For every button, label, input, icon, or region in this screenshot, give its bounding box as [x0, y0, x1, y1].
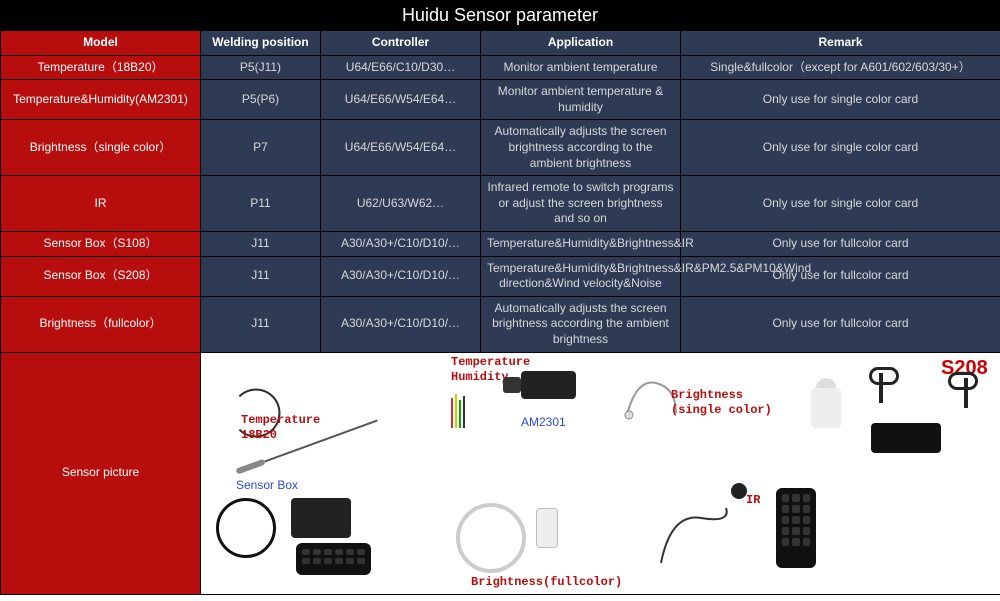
- cell-ctrl: U64/E66/C10/D30…: [321, 55, 481, 80]
- cell-ctrl: U62/U63/W62…: [321, 176, 481, 232]
- picture-wrap: Temperature 18B20 Temperature Humidity A…: [201, 353, 1000, 594]
- cell-app: Temperature&Humidity&Brightness&IR&PM2.5…: [481, 256, 681, 296]
- lbl-am2301: AM2301: [521, 415, 566, 431]
- pic-sensorbox-unit: [291, 498, 351, 538]
- cell-model: Brightness（fullcolor）: [1, 296, 201, 352]
- pic-weather: [811, 388, 841, 428]
- table-row: Temperature（18B20）P5(J11)U64/E66/C10/D30…: [1, 55, 1000, 80]
- cell-weld: J11: [201, 296, 321, 352]
- picture-row-label: Sensor picture: [1, 352, 201, 594]
- cell-app: Monitor ambient temperature: [481, 55, 681, 80]
- lbl-bright-full: Brightness(fullcolor): [471, 575, 622, 591]
- page-title: Huidu Sensor parameter: [0, 0, 1000, 30]
- cell-model: Sensor Box（S108）: [1, 231, 201, 256]
- pic-ir-cable: [651, 503, 741, 579]
- pic-windvane: [861, 373, 901, 413]
- table-row: Temperature&Humidity(AM2301)P5(P6)U64/E6…: [1, 80, 1000, 120]
- pic-bright-full: [456, 503, 526, 573]
- cell-model: Brightness（single color）: [1, 120, 201, 176]
- cell-ctrl: U64/E66/W54/E64…: [321, 120, 481, 176]
- cell-remark: Only use for fullcolor card: [681, 296, 1000, 352]
- col-model: Model: [1, 31, 201, 56]
- cell-model: IR: [1, 176, 201, 232]
- header-row: Model Welding position Controller Applic…: [1, 31, 1000, 56]
- lbl-temp18b20: Temperature 18B20: [241, 413, 320, 444]
- pic-hub: [871, 423, 941, 453]
- pic-am2301-module: [521, 371, 576, 399]
- cell-weld: P5(J11): [201, 55, 321, 80]
- cell-app: Temperature&Humidity&Brightness&IR: [481, 231, 681, 256]
- cell-weld: P7: [201, 120, 321, 176]
- cell-weld: J11: [201, 231, 321, 256]
- col-weld: Welding position: [201, 31, 321, 56]
- sensor-table: Model Welding position Controller Applic…: [0, 30, 1000, 595]
- table-row: IRP11U62/U63/W62…Infrared remote to swit…: [1, 176, 1000, 232]
- pic-am2301: [451, 388, 511, 428]
- cell-model: Sensor Box（S208）: [1, 256, 201, 296]
- table-body: Temperature（18B20）P5(J11)U64/E66/C10/D30…: [1, 55, 1000, 352]
- table-row: Brightness（single color）P7U64/E66/W54/E6…: [1, 120, 1000, 176]
- cell-weld: P11: [201, 176, 321, 232]
- table-row: Brightness（fullcolor）J11A30/A30+/C10/D10…: [1, 296, 1000, 352]
- pic-sensorbox-remote: [296, 543, 371, 575]
- picture-cell: Temperature 18B20 Temperature Humidity A…: [201, 352, 1000, 594]
- cell-remark: Only use for fullcolor card: [681, 231, 1000, 256]
- cell-ctrl: A30/A30+/C10/D10/…: [321, 231, 481, 256]
- table-row: Sensor Box（S208）J11A30/A30+/C10/D10/…Tem…: [1, 256, 1000, 296]
- cell-weld: J11: [201, 256, 321, 296]
- cell-app: Infrared remote to switch programs or ad…: [481, 176, 681, 232]
- cell-remark: Single&fullcolor（except for A601/602/603…: [681, 55, 1000, 80]
- col-remark: Remark: [681, 31, 1000, 56]
- pic-bright-full-head: [536, 508, 558, 548]
- pic-sensorbox: [216, 498, 276, 558]
- cell-weld: P5(P6): [201, 80, 321, 120]
- cell-remark: Only use for single color card: [681, 80, 1000, 120]
- pic-ir-remote: [776, 488, 816, 568]
- picture-row: Sensor picture Temperature 18B20 Tempera…: [1, 352, 1000, 594]
- cell-model: Temperature&Humidity(AM2301): [1, 80, 201, 120]
- cell-ctrl: A30/A30+/C10/D10/…: [321, 296, 481, 352]
- pic-ir-eye: [731, 483, 747, 499]
- table-row: Sensor Box（S108）J11A30/A30+/C10/D10/…Tem…: [1, 231, 1000, 256]
- cell-ctrl: U64/E66/W54/E64…: [321, 80, 481, 120]
- col-ctrl: Controller: [321, 31, 481, 56]
- cell-remark: Only use for single color card: [681, 120, 1000, 176]
- cell-model: Temperature（18B20）: [1, 55, 201, 80]
- cell-app: Automatically adjusts the screen brightn…: [481, 120, 681, 176]
- cell-app: Monitor ambient temperature & humidity: [481, 80, 681, 120]
- lbl-sensorbox: Sensor Box: [236, 478, 298, 494]
- cell-ctrl: A30/A30+/C10/D10/…: [321, 256, 481, 296]
- lbl-ir: IR: [746, 493, 760, 509]
- cell-app: Automatically adjusts the screen brightn…: [481, 296, 681, 352]
- col-app: Application: [481, 31, 681, 56]
- cell-remark: Only use for single color card: [681, 176, 1000, 232]
- lbl-bright-single: Brightness (single color): [671, 388, 772, 419]
- pic-anemometer: [946, 378, 986, 418]
